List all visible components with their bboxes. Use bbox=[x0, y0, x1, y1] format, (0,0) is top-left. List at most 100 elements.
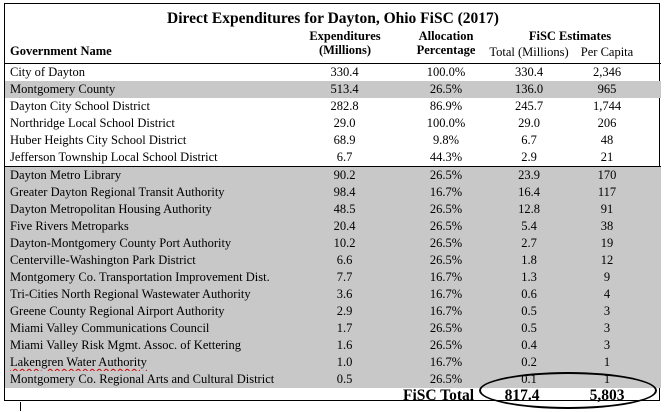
table-row: Northridge Local School District 29.0 100.… bbox=[5, 115, 661, 132]
header-government-name: Government Name bbox=[10, 44, 112, 58]
row-government-name: Miami Valley Risk Mgmt. Assoc. of Ketter… bbox=[10, 338, 242, 352]
row-expenditures: 68.9 bbox=[333, 133, 356, 147]
row-government-name: Dayton-Montgomery County Port Authority bbox=[10, 236, 232, 250]
row-allocation: 16.7% bbox=[429, 287, 463, 301]
row-allocation: 16.7% bbox=[429, 185, 463, 199]
text-cursor bbox=[20, 402, 21, 411]
row-allocation: 26.5% bbox=[429, 321, 463, 335]
table-row: Montgomery Co. Transportation Improvemen… bbox=[5, 269, 661, 286]
header-expenditures-line2: (Millions) bbox=[318, 43, 372, 57]
row-total-millions: 2.7 bbox=[521, 236, 537, 250]
row-allocation: 26.5% bbox=[429, 236, 463, 250]
row-government-name: Montgomery Co. Transportation Improvemen… bbox=[10, 270, 270, 284]
table-frame: Direct Expenditures for Dayton, Ohio FiS… bbox=[4, 3, 661, 404]
row-government-name: Miami Valley Communications Council bbox=[10, 321, 210, 335]
row-government-name: Five Rivers Metroparks bbox=[10, 219, 129, 233]
row-per-capita: 4 bbox=[603, 287, 611, 301]
table-row: Greater Dayton Regional Transit Authorit… bbox=[5, 184, 661, 201]
row-government-name: City of Dayton bbox=[10, 65, 85, 79]
row-per-capita: 38 bbox=[600, 219, 614, 233]
row-government-name: Jefferson Township Local School District bbox=[10, 150, 218, 164]
row-per-capita: 19 bbox=[600, 236, 614, 250]
row-expenditures: 10.2 bbox=[333, 236, 356, 250]
row-per-capita: 170 bbox=[597, 168, 617, 182]
table-row: Greene County Regional Airport Authority… bbox=[5, 303, 661, 320]
row-government-name: Lakengren Water Authority bbox=[10, 355, 147, 369]
row-expenditures: 7.7 bbox=[336, 270, 353, 284]
row-total-millions: 5.4 bbox=[521, 219, 537, 233]
row-expenditures: 90.2 bbox=[333, 168, 356, 182]
row-expenditures: 282.8 bbox=[330, 99, 359, 113]
header-total-millions: Total (Millions) bbox=[489, 45, 569, 59]
header-fisc-estimates: FiSC Estimates bbox=[528, 29, 612, 43]
row-expenditures: 6.7 bbox=[336, 150, 353, 164]
row-allocation: 26.5% bbox=[429, 338, 463, 352]
row-expenditures: 6.6 bbox=[336, 253, 353, 267]
row-government-name: Greene County Regional Airport Authority bbox=[10, 304, 225, 318]
table-row: Jefferson Township Local School District… bbox=[5, 149, 661, 166]
row-allocation: 26.5% bbox=[429, 82, 463, 96]
row-total-millions: 6.7 bbox=[521, 133, 537, 147]
table-row: Centerville-Washington Park District 6.6 2… bbox=[5, 252, 661, 269]
row-expenditures: 2.9 bbox=[336, 304, 353, 318]
row-allocation: 100.0% bbox=[426, 65, 466, 79]
table-row: Huber Heights City School District 68.9 9.… bbox=[5, 132, 661, 149]
table-row: Dayton Metropolitan Housing Authority 48.… bbox=[5, 201, 661, 218]
row-total-millions: 330.4 bbox=[514, 65, 544, 79]
row-total-millions: 0.6 bbox=[521, 287, 537, 301]
row-government-name: Centerville-Washington Park District bbox=[10, 253, 196, 267]
table-row: Tri-Cities North Regional Wastewater Aut… bbox=[5, 286, 661, 303]
table-title: Direct Expenditures for Dayton, Ohio FiS… bbox=[167, 10, 499, 27]
row-government-name: Dayton City School District bbox=[10, 99, 150, 113]
row-government-name: Montgomery County bbox=[10, 82, 116, 96]
row-expenditures: 29.0 bbox=[333, 116, 356, 130]
row-government-name: Montgomery Co. Regional Arts and Cultura… bbox=[10, 372, 275, 386]
header-expenditures-line1: Expenditures bbox=[309, 29, 381, 43]
row-total-millions: 2.9 bbox=[521, 150, 537, 164]
row-per-capita: 3 bbox=[603, 338, 611, 352]
row-total-millions: 136.0 bbox=[514, 82, 544, 96]
header-allocation-line1: Allocation bbox=[418, 29, 474, 43]
row-expenditures: 0.5 bbox=[336, 372, 353, 386]
row-allocation: 26.5% bbox=[429, 168, 463, 182]
table-row: Five Rivers Metroparks 20.4 26.5% 5.4 38 bbox=[5, 218, 661, 235]
row-per-capita: 117 bbox=[597, 185, 617, 199]
row-government-name: Huber Heights City School District bbox=[10, 133, 187, 147]
row-allocation: 86.9% bbox=[429, 99, 463, 113]
row-expenditures: 48.5 bbox=[333, 202, 356, 216]
row-expenditures: 513.4 bbox=[330, 82, 359, 96]
row-government-name: Greater Dayton Regional Transit Authorit… bbox=[10, 185, 225, 199]
header-divider bbox=[5, 63, 661, 64]
row-per-capita: 3 bbox=[603, 321, 611, 335]
row-expenditures: 1.7 bbox=[336, 321, 353, 335]
row-total-millions: 29.0 bbox=[518, 116, 540, 130]
total-highlight-ellipse bbox=[479, 372, 657, 409]
row-allocation: 16.7% bbox=[429, 304, 463, 318]
row-total-millions: 12.8 bbox=[518, 202, 540, 216]
row-government-name: Tri-Cities North Regional Wastewater Aut… bbox=[10, 287, 251, 301]
row-total-millions: 0.2 bbox=[521, 355, 537, 369]
row-total-millions: 0.5 bbox=[521, 321, 537, 335]
row-allocation: 100.0% bbox=[426, 116, 466, 130]
row-expenditures: 1.0 bbox=[336, 355, 353, 369]
row-total-millions: 0.5 bbox=[521, 304, 537, 318]
row-total-millions: 1.3 bbox=[521, 270, 537, 284]
row-per-capita: 9 bbox=[603, 270, 611, 284]
header-allocation-line2: Percentage bbox=[416, 43, 476, 57]
table-row: Dayton-Montgomery County Port Authority 1… bbox=[5, 235, 661, 252]
row-total-millions: 245.7 bbox=[514, 99, 544, 113]
row-expenditures: 3.6 bbox=[336, 287, 353, 301]
row-allocation: 26.5% bbox=[429, 219, 463, 233]
row-per-capita: 1,744 bbox=[592, 99, 622, 113]
table-row: Miami Valley Risk Mgmt. Assoc. of Ketter… bbox=[5, 337, 661, 354]
table-row: Dayton City School District 282.8 86.9% 245… bbox=[5, 98, 661, 115]
table-row: Dayton Metro Library 90.2 26.5% 23.9 170 bbox=[5, 166, 661, 184]
row-government-name: Northridge Local School District bbox=[10, 116, 175, 130]
row-per-capita: 2,346 bbox=[592, 65, 622, 79]
row-total-millions: 23.9 bbox=[518, 168, 540, 182]
row-government-name: Dayton Metro Library bbox=[10, 168, 122, 182]
table-row: Lakengren Water Authority 1.0 16.7% 0.2 1 bbox=[5, 354, 661, 371]
row-allocation: 9.8% bbox=[432, 133, 460, 147]
row-per-capita: 965 bbox=[597, 82, 617, 96]
row-expenditures: 20.4 bbox=[333, 219, 356, 233]
